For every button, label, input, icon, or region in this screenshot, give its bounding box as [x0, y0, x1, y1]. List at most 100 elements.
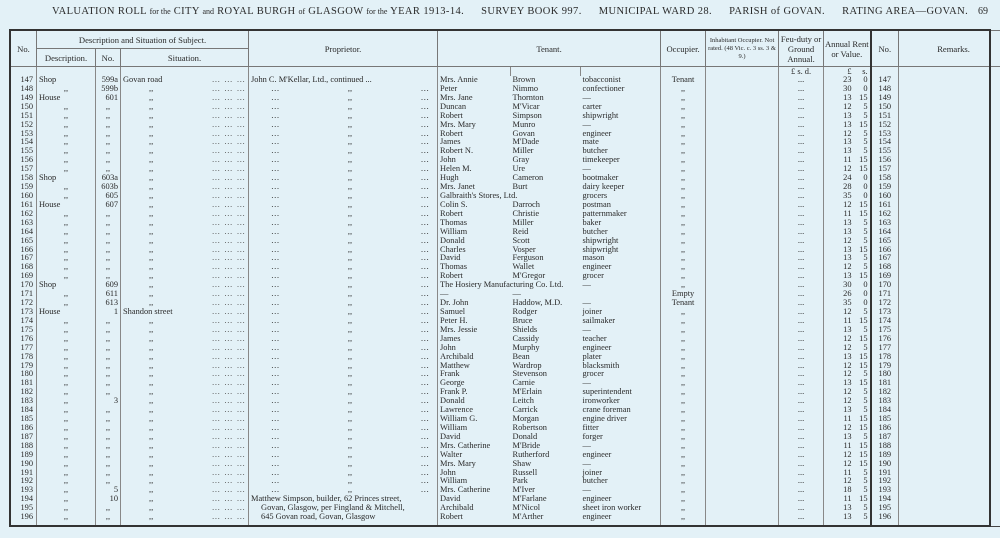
row-situation-cell: ,,	[119, 200, 250, 210]
row-situation-cell: ,,	[119, 504, 250, 514]
row-proprietor: ,,	[347, 388, 353, 397]
row-inhabitant-occupier	[705, 468, 780, 478]
row-occupation: grocer	[580, 272, 662, 282]
row-feu-duty: ...	[778, 111, 825, 121]
row-situation-cell: ,,	[119, 406, 250, 416]
row-rent-shillings: 15	[859, 165, 868, 174]
row-occupation: patternmaker	[580, 209, 662, 219]
dots-leader: …	[420, 218, 430, 227]
row-situation-cell: ,,	[119, 147, 250, 157]
row-remarks	[898, 183, 1000, 192]
row-inhabitant-occupier	[705, 388, 780, 398]
row-proprietor-ditto: …,,…	[251, 183, 435, 192]
row-situation: ,,	[149, 245, 154, 254]
row-rent-value: 12 15	[826, 335, 867, 344]
row-rent-value: 13 5	[826, 138, 867, 147]
row-annual-rent: 35 0	[823, 191, 872, 201]
row-number: 177	[10, 343, 37, 353]
row-rent-value: 12 5	[826, 130, 867, 139]
row-situation-cell: ,,	[119, 227, 250, 237]
row-situation: ,,	[149, 468, 154, 477]
row-proprietor-ditto: …,,…	[251, 210, 435, 219]
row-occupation: fitter	[580, 423, 662, 433]
dots-leader: …	[271, 334, 280, 343]
row-description: ,,	[36, 147, 96, 157]
row-situation-cell: ,,	[119, 352, 250, 362]
row-proprietor-cell: …,,…	[248, 299, 439, 308]
row-street-number: ,,	[95, 245, 121, 255]
row-number-right: 186	[870, 423, 900, 433]
row-rent-pounds: 11	[843, 415, 852, 424]
row-situation: ,,	[149, 379, 154, 388]
row-street-number: ,,	[95, 111, 121, 121]
dots-leader: …	[271, 325, 280, 334]
row-number: 155	[10, 147, 37, 157]
row-proprietor-cell: …,,…	[248, 343, 439, 353]
row-tenant-first: Mrs. Catherine	[437, 441, 511, 451]
col-situation: Situation.	[119, 48, 250, 67]
row-occupation: —	[580, 281, 662, 291]
row-occupier: ,,	[660, 272, 707, 282]
row-remarks	[898, 272, 1000, 282]
row-proprietor: ,,	[347, 290, 353, 299]
row-remarks	[898, 379, 1000, 389]
row-rent-shillings: 5	[863, 486, 868, 495]
row-situation: ,,	[149, 254, 154, 263]
row-number-right: 180	[870, 370, 900, 380]
row-rent-pounds: 12	[843, 343, 852, 352]
row-situation: ,,	[149, 156, 154, 165]
row-rent-pounds: 11	[843, 495, 852, 504]
dots-leader: …	[271, 183, 280, 192]
row-remarks	[898, 218, 1000, 228]
row-proprietor-ditto: …,,…	[251, 433, 435, 442]
row-situation: ,,	[149, 477, 154, 486]
row-rent-shillings: 5	[863, 325, 868, 334]
row-rent-shillings: 15	[859, 209, 868, 218]
row-description: ,,	[36, 325, 96, 335]
row-rent-shillings: 5	[863, 102, 868, 111]
row-street-number: ,,	[95, 147, 121, 157]
row-occupation: engineer	[580, 450, 662, 460]
row-feu-duty: ...	[778, 156, 825, 166]
row-number-right: 183	[870, 397, 900, 407]
row-inhabitant-occupier	[705, 406, 780, 416]
dots-leader: …	[420, 316, 430, 325]
dots-leader: …	[420, 307, 430, 316]
row-proprietor-cell: …,,…	[248, 254, 439, 264]
row-tenant-last: Brown	[512, 76, 536, 84]
row-situation: ,,	[149, 272, 154, 281]
row-number-right: 165	[870, 236, 900, 246]
row-proprietor-ditto: …,,…	[251, 415, 435, 424]
row-tenant-last: Donald	[512, 432, 538, 441]
row-remarks	[898, 245, 1000, 255]
row-tenant-first: Peter H.	[437, 316, 511, 326]
row-tenant-first: Mrs. Catherine	[437, 486, 511, 496]
row-inhabitant-occupier	[705, 334, 780, 344]
row-rent-shillings: 5	[863, 406, 868, 415]
row-occupation: butcher	[580, 477, 662, 487]
row-street-number: 601	[95, 93, 121, 103]
row-situation-cell: ,,	[119, 174, 250, 184]
row-number-right: 154	[870, 138, 900, 148]
row-remarks	[898, 468, 1000, 478]
row-tenant-first: Matthew	[437, 361, 511, 371]
row-proprietor: ,,	[347, 272, 353, 281]
dots-leader: …	[271, 209, 280, 218]
row-annual-rent: 13 5	[823, 504, 872, 514]
row-proprietor: ,,	[347, 432, 353, 441]
row-description: House	[36, 200, 96, 210]
row-rent-value: 11 15	[826, 442, 867, 451]
row-inhabitant-occupier	[705, 200, 780, 210]
row-street-number: ,,	[95, 227, 121, 237]
row-number-right: 148	[870, 84, 900, 94]
row-situation: ,,	[149, 129, 154, 138]
row-tenant-last: Christie	[512, 209, 540, 218]
row-occupier: ,,	[660, 200, 707, 210]
row-remarks	[898, 307, 1000, 317]
row-proprietor-ditto: …,,…	[251, 138, 435, 147]
row-remarks	[898, 397, 1000, 407]
row-street-number: ,,	[95, 156, 121, 166]
row-proprietor: 645 Govan road, Govan, Glasgow	[261, 513, 376, 522]
row-occupation: crane foreman	[580, 406, 662, 416]
